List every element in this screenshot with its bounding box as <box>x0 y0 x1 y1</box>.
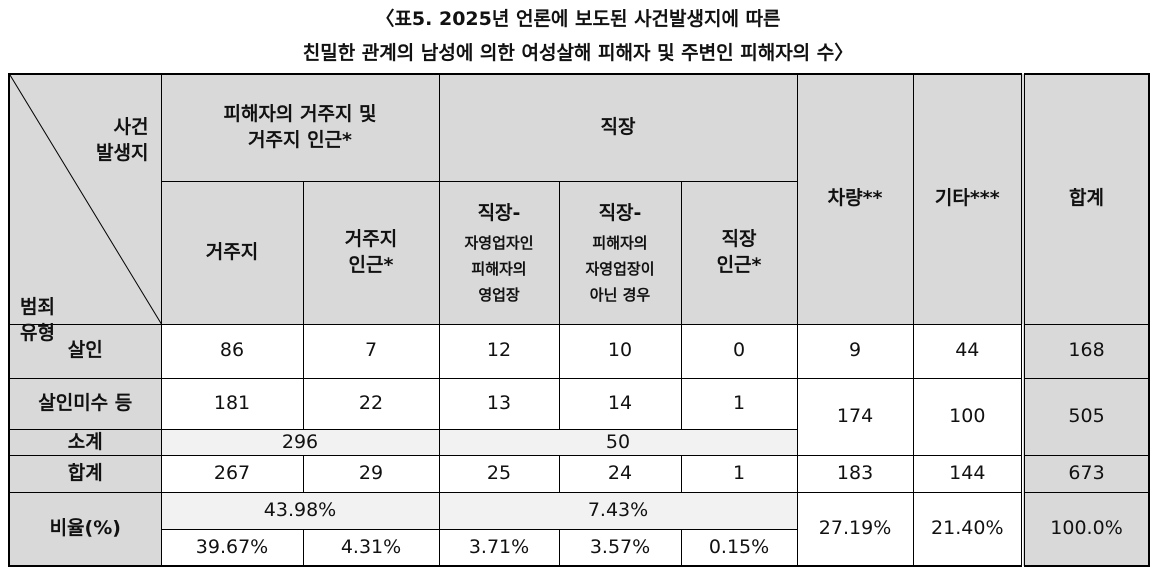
cell: 100.0% <box>1021 492 1150 567</box>
cell: 0.15% <box>680 529 798 567</box>
corner-text: 범죄 <box>20 296 55 318</box>
header: 차량** <box>827 187 883 210</box>
cell: 25 <box>438 455 560 494</box>
diagonal <box>10 75 162 325</box>
sub-header: 피해자의 <box>592 233 648 252</box>
cell: 24 <box>558 455 682 494</box>
cell: 174 <box>796 377 914 457</box>
sub-header: 인근* <box>348 253 394 276</box>
corner-text: 유형 <box>20 321 55 344</box>
row-label: 합계 <box>8 455 162 494</box>
sub-header: 영업장 <box>478 286 520 305</box>
cell: 1 <box>680 455 798 494</box>
cell: 29 <box>302 455 440 494</box>
cell: 100 <box>912 377 1024 457</box>
cell: 183 <box>796 455 914 494</box>
title-line: 〈표5. 2025년 언론에 보도된 사건발생지에 따른 <box>375 8 781 30</box>
cell: 44 <box>912 323 1024 379</box>
row-label: 비율(%) <box>8 492 162 567</box>
cell: 7.43% <box>438 492 798 531</box>
header: 직장 <box>600 115 636 138</box>
sub-header: 자영업자인 <box>464 233 534 252</box>
cell: 14 <box>558 377 682 430</box>
cell: 27.19% <box>796 492 914 567</box>
cell: 86 <box>160 323 304 379</box>
sub-header: 직장 <box>721 227 757 250</box>
sub-header: 아닌 경우 <box>589 286 651 305</box>
cell: 39.67% <box>160 529 304 567</box>
cell: 505 <box>1021 377 1150 457</box>
sub-header: 거주지 <box>205 240 259 263</box>
header: 합계 <box>1069 187 1105 210</box>
sub-header: 직장- <box>598 201 642 224</box>
row-label: 살인미수 등 <box>8 377 162 430</box>
title-line: 친밀한 관계의 남성에 의한 여성살해 피해자 및 주변인 피해자의 수〉 <box>302 42 854 64</box>
header: 거주지 인근* <box>248 128 352 151</box>
cell: 296 <box>160 428 440 457</box>
cell: 673 <box>1021 455 1150 494</box>
cell: 9 <box>796 323 914 379</box>
cell: 22 <box>302 377 440 430</box>
cell: 21.40% <box>912 492 1024 567</box>
cell: 144 <box>912 455 1024 494</box>
cell: 10 <box>558 323 682 379</box>
sub-header: 자영업장이 <box>585 260 655 278</box>
row-label: 살인 <box>8 323 162 379</box>
cell: 43.98% <box>160 492 440 531</box>
cell: 3.57% <box>558 529 682 567</box>
corner-text: 사건 <box>113 116 149 138</box>
cell: 12 <box>438 323 560 379</box>
sub-header: 거주지 <box>344 227 398 250</box>
sub-header: 피해자의 <box>471 260 527 278</box>
cell: 0 <box>680 323 798 379</box>
header: 피해자의 거주지 및 <box>223 103 377 126</box>
row-label: 소계 <box>8 428 162 457</box>
cell: 13 <box>438 377 560 430</box>
cell: 3.71% <box>438 529 560 567</box>
cell: 7 <box>302 323 440 379</box>
cell: 181 <box>160 377 304 430</box>
header: 기타*** <box>934 187 1000 210</box>
corner-text: 발생지 <box>96 141 149 164</box>
cell: 1 <box>680 377 798 430</box>
cell: 50 <box>438 428 798 457</box>
cell: 168 <box>1021 323 1150 379</box>
data-table: 사건 발생지 범죄 유형 피해자의 거주지 및 거주지 인근* 직장 차량** 기타*… <box>8 73 1151 567</box>
cell: 4.31% <box>302 529 440 567</box>
sub-header: 인근* <box>716 253 762 276</box>
sub-header: 직장- <box>477 201 521 224</box>
cell: 267 <box>160 455 304 494</box>
